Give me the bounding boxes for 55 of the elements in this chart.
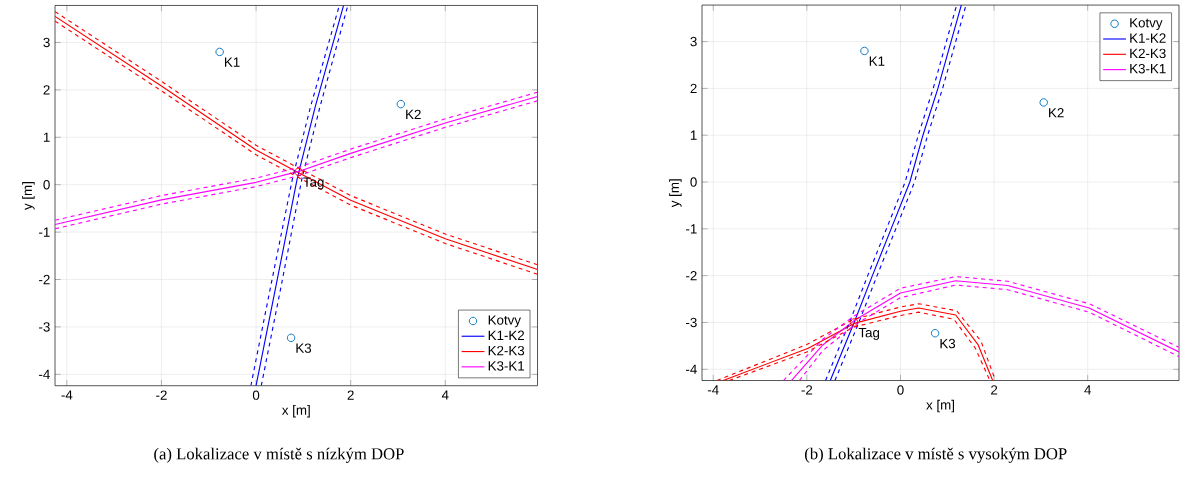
annotation: K2	[1049, 108, 1064, 118]
x-tick-label: -2	[801, 385, 813, 395]
y-tick-label: -2	[686, 271, 697, 281]
annotation: K3	[940, 338, 956, 349]
legend-label: K3-K1	[1130, 63, 1166, 74]
legend-label: K3-K1	[488, 361, 525, 371]
y-tick-label: 0	[43, 179, 50, 190]
legend-label: Kotvy	[488, 315, 521, 328]
y-axis-title: y [m]	[22, 182, 35, 210]
point	[286, 333, 296, 343]
point	[215, 47, 224, 57]
legend-label: K1-K2	[488, 330, 525, 340]
x-tick-label: -4	[707, 385, 719, 395]
x-tick-label: -2	[156, 390, 167, 400]
annotation: Tag	[858, 328, 880, 340]
y-tick-label: -1	[686, 224, 697, 234]
text: (a) Lokalizace v místě s nízkým DOP	[154, 447, 404, 463]
y-tick-label: -1	[39, 227, 50, 237]
point	[1039, 98, 1048, 107]
point	[860, 46, 869, 56]
legend-label: K1-K2	[1130, 33, 1166, 43]
y-axis-title: y [m]	[669, 179, 682, 208]
legend-label: K2-K3	[1130, 48, 1166, 59]
y-tick-label: 2	[690, 83, 697, 94]
y-tick-label: 2	[43, 85, 50, 95]
y-tick-label: 3	[43, 37, 50, 48]
y-tick-label: 3	[690, 36, 697, 47]
annotation: K1	[224, 57, 240, 67]
annotation: K3	[296, 343, 312, 353]
legend-label: K2-K3	[488, 345, 525, 356]
annotation: K2	[406, 109, 421, 119]
y-tick-label: -3	[39, 322, 50, 332]
text: (b) Lokalizace v místě s vysokým DOP	[805, 447, 1067, 463]
y-tick-label: 1	[43, 132, 50, 142]
x-tick-label: 0	[897, 385, 904, 395]
x-axis-title: x [m]	[281, 405, 310, 418]
x-tick-label: 4	[1084, 385, 1092, 395]
x-tick-label: -4	[61, 390, 73, 400]
y-tick-label: -2	[39, 274, 50, 285]
y-tick-label: -4	[39, 369, 50, 379]
annotation: K1	[869, 56, 885, 66]
x-axis-title: x [m]	[926, 399, 954, 413]
point	[396, 99, 406, 109]
x-tick-label: 2	[991, 385, 998, 395]
x-tick-label: 4	[441, 390, 449, 400]
point	[930, 329, 940, 338]
y-tick-label: -4	[686, 364, 697, 374]
y-tick-label: 0	[690, 177, 697, 187]
legend-label: Kotvy	[1130, 18, 1163, 31]
x-tick-label: 2	[347, 390, 354, 400]
x-tick-label: 0	[252, 390, 260, 400]
y-tick-label: -3	[686, 317, 697, 328]
y-tick-label: 1	[690, 130, 697, 140]
point	[294, 167, 303, 177]
point	[849, 318, 859, 327]
